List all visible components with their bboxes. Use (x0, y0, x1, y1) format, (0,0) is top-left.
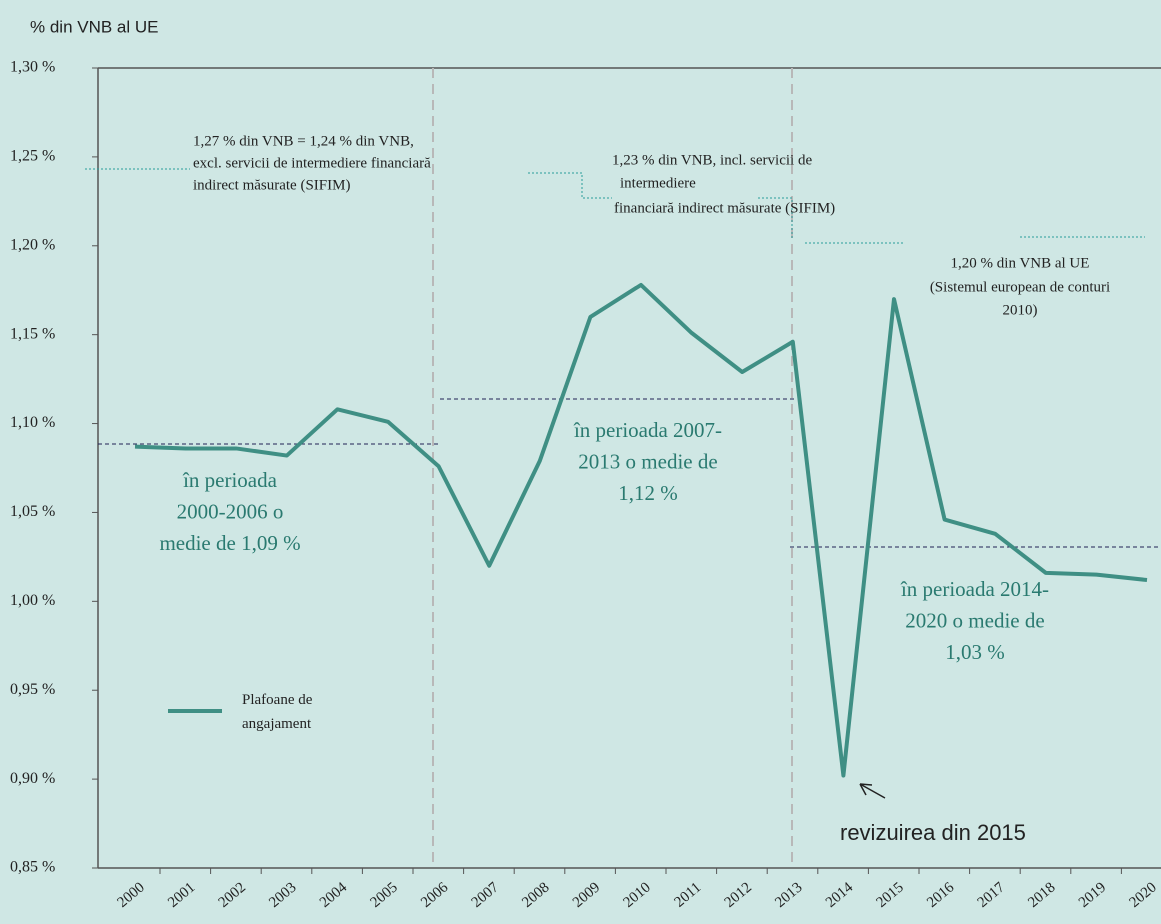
series-line (134, 282, 1148, 778)
x-tick-label: 2009 (570, 879, 603, 911)
y-tick-label: 0,90 % (10, 770, 55, 787)
y-axis-label: % din VNB al UE (30, 17, 159, 36)
x-tick-label: 2006 (418, 879, 452, 911)
x-tick-label: 2008 (519, 879, 552, 911)
y-tick-label: 1,30 % (10, 59, 55, 76)
x-tick-label: 2000 (115, 879, 148, 911)
ceiling-line (758, 197, 793, 240)
x-tick-label: 2018 (1025, 879, 1058, 911)
annotation: 1,20 % din VNB al UE (951, 255, 1090, 271)
period-note: 1,12 % (618, 481, 678, 505)
x-tick-label: 2010 (621, 879, 654, 911)
y-tick-label: 1,00 % (10, 592, 55, 609)
period-note: în perioada (182, 468, 278, 492)
annotation: intermediere (620, 175, 696, 191)
annotation: excl. servicii de intermediere financiar… (193, 155, 431, 171)
period-note: 2000-2006 o (177, 499, 284, 523)
x-tick-label: 2013 (772, 879, 805, 911)
x-tick-label: 2019 (1076, 879, 1109, 911)
x-tick-label: 2001 (165, 879, 198, 911)
period-note: în perioada 2014- (900, 577, 1049, 601)
ceiling-lines (85, 168, 1145, 244)
period-note: medie de 1,09 % (159, 531, 300, 555)
period-note: 1,03 % (945, 640, 1005, 664)
x-tick-label: 2015 (874, 879, 907, 911)
y-tick-label: 1,25 % (10, 148, 55, 165)
legend-label: Plafoane de angajament (242, 692, 313, 732)
legend-line: angajament (242, 716, 312, 732)
annotation: 2010) (1003, 302, 1038, 318)
period-note: în perioada 2007- (573, 418, 722, 442)
y-tick-label: 1,10 % (10, 414, 55, 431)
annotation: 1,27 % din VNB = 1,24 % din VNB, (193, 133, 414, 149)
y-tick-label: 1,20 % (10, 236, 55, 253)
x-tick-label: 2003 (266, 879, 299, 911)
x-tick-label: 2004 (317, 879, 351, 911)
x-tick-label: 2014 (823, 879, 857, 911)
x-tick-label: 2016 (924, 879, 958, 911)
annotation: (Sistemul european de conturi (930, 279, 1110, 295)
annotation: financiară indirect măsurate (SIFIM) (614, 200, 835, 216)
annotation: indirect măsurate (SIFIM) (193, 177, 350, 193)
x-tick-label: 2020 (1127, 879, 1160, 911)
period-note: 2020 o medie de (905, 608, 1044, 632)
x-tick-label: 2002 (216, 879, 249, 911)
ceiling-line (528, 172, 612, 199)
period-note: 2013 o medie de (578, 449, 717, 473)
x-tick-label: 2017 (975, 879, 1009, 911)
y-tick-label: 1,15 % (10, 325, 55, 342)
y-tick-label: 0,85 % (10, 859, 55, 876)
y-tick-label: 0,95 % (10, 681, 55, 698)
x-tick-label: 2005 (368, 879, 401, 911)
legend-line: Plafoane de (242, 692, 313, 708)
x-tick-label: 2007 (469, 879, 503, 911)
callout: revizuirea din 2015 (840, 820, 1026, 845)
y-tick-label: 1,05 % (10, 503, 55, 520)
annotation: 1,23 % din VNB, incl. servicii de (612, 152, 812, 168)
x-tick-label: 2012 (722, 879, 755, 911)
callout-arrow (859, 783, 886, 799)
x-tick-label: 2011 (672, 879, 705, 910)
